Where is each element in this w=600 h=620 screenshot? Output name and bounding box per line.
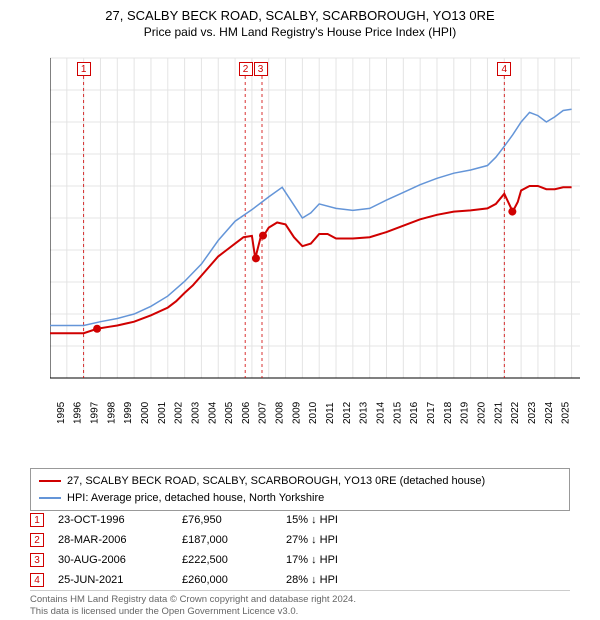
x-tick-label: 1995 <box>56 401 67 424</box>
series-hpi <box>50 109 572 325</box>
legend-swatch <box>39 480 61 482</box>
event-number: 4 <box>30 573 44 587</box>
x-tick-label: 1997 <box>89 401 100 424</box>
x-tick-label: 2011 <box>325 402 336 424</box>
x-tick-label: 2024 <box>544 401 555 424</box>
x-tick-label: 2004 <box>207 401 218 424</box>
x-tick-label: 2008 <box>275 401 286 424</box>
event-row: 4 25-JUN-2021 £260,000 28% ↓ HPI <box>30 570 570 590</box>
x-tick-label: 2002 <box>174 401 185 424</box>
x-tick-label: 2018 <box>443 401 454 424</box>
x-tick-label: 2013 <box>359 401 370 424</box>
attribution-footer: Contains HM Land Registry data © Crown c… <box>30 590 570 619</box>
series-price-paid <box>50 186 572 333</box>
pin-label-2: 2 <box>239 62 253 76</box>
event-price: £222,500 <box>182 554 272 566</box>
x-tick-label: 2006 <box>241 401 252 424</box>
event-date: 30-AUG-2006 <box>58 554 168 566</box>
events-table: 1 23-OCT-1996 £76,950 15% ↓ HPI 2 28-MAR-2006… <box>30 510 570 590</box>
pin-label-3: 3 <box>254 62 268 76</box>
event-delta: 17% ↓ HPI <box>286 554 396 566</box>
legend: 27, SCALBY BECK ROAD, SCALBY, SCARBOROUG… <box>30 468 570 511</box>
legend-label: HPI: Average price, detached house, Nort… <box>67 490 324 507</box>
event-row: 2 28-MAR-2006 £187,000 27% ↓ HPI <box>30 530 570 550</box>
x-tick-label: 2019 <box>460 401 471 424</box>
event-date: 25-JUN-2021 <box>58 574 168 586</box>
chart-subtitle: Price paid vs. HM Land Registry's House … <box>0 23 600 39</box>
legend-swatch <box>39 497 61 499</box>
x-tick-label: 2022 <box>510 401 521 424</box>
x-tick-label: 2020 <box>476 401 487 424</box>
marker-1 <box>93 325 101 333</box>
x-tick-label: 2015 <box>392 401 403 424</box>
event-date: 28-MAR-2006 <box>58 534 168 546</box>
marker-2 <box>252 254 260 262</box>
x-tick-label: 2010 <box>308 401 319 424</box>
x-tick-label: 2000 <box>140 401 151 424</box>
x-tick-label: 2007 <box>258 401 269 424</box>
line-chart: £0£50K£100K£150K£200K£250K£300K£350K£400… <box>50 48 580 428</box>
legend-row: 27, SCALBY BECK ROAD, SCALBY, SCARBOROUG… <box>39 473 561 490</box>
legend-label: 27, SCALBY BECK ROAD, SCALBY, SCARBOROUG… <box>67 473 485 490</box>
chart-area: £0£50K£100K£150K£200K£250K£300K£350K£400… <box>50 48 580 428</box>
x-tick-label: 2016 <box>409 401 420 424</box>
event-number: 2 <box>30 533 44 547</box>
legend-row: HPI: Average price, detached house, Nort… <box>39 490 561 507</box>
footer-line-2: This data is licensed under the Open Gov… <box>30 606 570 618</box>
footer-line-1: Contains HM Land Registry data © Crown c… <box>30 594 570 606</box>
x-tick-label: 1998 <box>106 401 117 424</box>
x-tick-label: 2021 <box>493 401 504 424</box>
event-number: 1 <box>30 513 44 527</box>
x-tick-label: 2017 <box>426 401 437 424</box>
pin-label-1: 1 <box>77 62 91 76</box>
x-tick-label: 2003 <box>190 401 201 424</box>
x-tick-label: 1996 <box>73 401 84 424</box>
event-number: 3 <box>30 553 44 567</box>
x-tick-label: 2009 <box>291 401 302 424</box>
event-price: £260,000 <box>182 574 272 586</box>
x-tick-label: 2014 <box>376 401 387 424</box>
x-tick-label: 1999 <box>123 401 134 424</box>
event-price: £187,000 <box>182 534 272 546</box>
event-delta: 27% ↓ HPI <box>286 534 396 546</box>
pin-label-4: 4 <box>497 62 511 76</box>
marker-4 <box>508 208 516 216</box>
x-tick-label: 2023 <box>527 401 538 424</box>
event-price: £76,950 <box>182 514 272 526</box>
x-tick-label: 2012 <box>342 401 353 424</box>
event-row: 3 30-AUG-2006 £222,500 17% ↓ HPI <box>30 550 570 570</box>
event-row: 1 23-OCT-1996 £76,950 15% ↓ HPI <box>30 510 570 530</box>
event-delta: 28% ↓ HPI <box>286 574 396 586</box>
x-tick-label: 2025 <box>561 401 572 424</box>
chart-title: 27, SCALBY BECK ROAD, SCALBY, SCARBOROUG… <box>0 0 600 23</box>
marker-3 <box>259 232 267 240</box>
x-tick-label: 2005 <box>224 401 235 424</box>
event-date: 23-OCT-1996 <box>58 514 168 526</box>
x-tick-label: 2001 <box>157 401 168 424</box>
event-delta: 15% ↓ HPI <box>286 514 396 526</box>
